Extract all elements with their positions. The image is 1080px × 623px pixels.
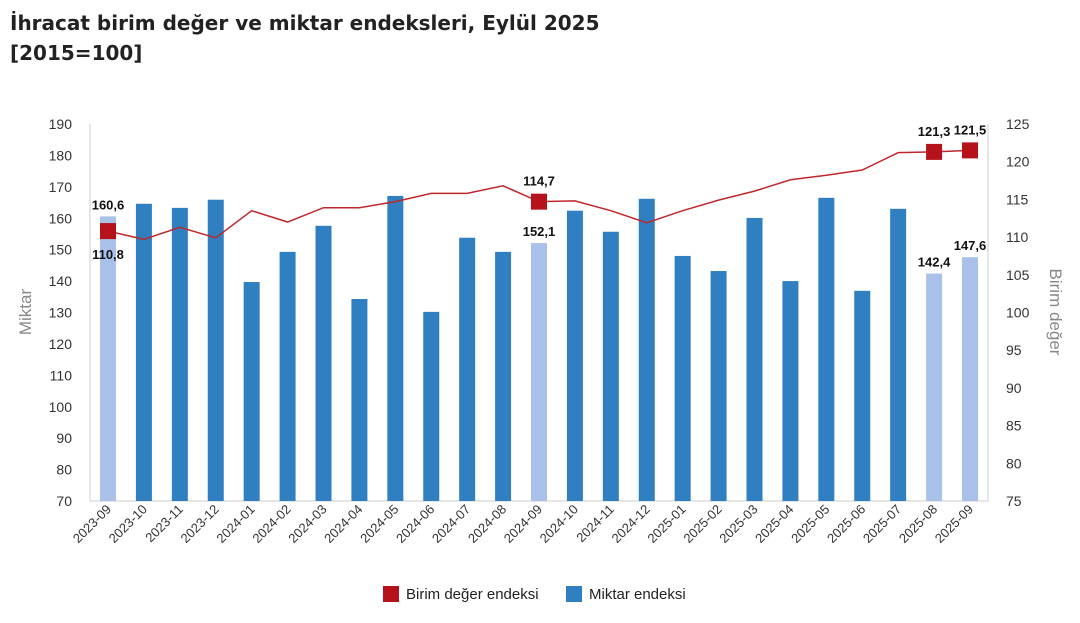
bar-2024-05: [387, 195, 404, 502]
bar-2024-02: [279, 251, 296, 501]
marker-2025-08: [926, 143, 943, 160]
x-tick-label: 2024-09: [501, 502, 545, 546]
y2-tick-label: 105: [1006, 267, 1030, 283]
x-tick-label: 2025-05: [788, 502, 832, 546]
x-tick-label: 2025-09: [932, 502, 976, 546]
bar-2024-01: [243, 282, 260, 501]
legend-label-birim: Birim değer endeksi: [406, 586, 539, 603]
bar-2024-12: [638, 198, 655, 501]
x-tick-label: 2025-08: [896, 502, 940, 546]
legend-label-miktar: Miktar endeksi: [589, 586, 686, 603]
x-tick-label: 2024-03: [285, 502, 329, 546]
x-tick-label: 2024-12: [609, 502, 653, 546]
y-tick-label: 180: [49, 147, 73, 163]
line-data-label: 110,8: [92, 247, 124, 262]
bar-2024-08: [495, 251, 512, 501]
bar-2025-07: [890, 208, 907, 501]
y-tick-label: 90: [56, 430, 72, 446]
x-tick-label: 2024-04: [321, 502, 365, 546]
bar-2024-07: [459, 237, 476, 501]
x-tick-label: 2025-04: [752, 502, 796, 546]
y2-tick-label: 115: [1006, 191, 1029, 207]
y-tick-label: 110: [50, 367, 73, 383]
bar-2023-12: [207, 199, 224, 501]
x-tick-label: 2024-02: [249, 502, 293, 546]
y-tick-label: 70: [56, 493, 72, 509]
x-tick-label: 2024-10: [537, 502, 581, 546]
y-tick-label: 80: [56, 462, 72, 478]
bar-2023-09: [100, 216, 116, 502]
bar-2025-04: [782, 281, 799, 501]
x-tick-label: 2024-08: [465, 502, 509, 546]
chart-title: İhracat birim değer ve miktar endeksleri…: [10, 8, 600, 68]
y2-tick-label: 95: [1006, 342, 1022, 358]
bar-data-label: 147,6: [954, 238, 987, 253]
y-tick-label: 100: [49, 399, 73, 415]
y-tick-label: 170: [49, 179, 73, 195]
x-tick-label: 2025-03: [716, 502, 760, 546]
x-tick-label: 2024-07: [429, 502, 473, 546]
bar-2023-11: [171, 207, 188, 501]
bar-data-label: 160,6: [92, 197, 125, 212]
bar-2024-11: [602, 231, 619, 502]
x-tick-label: 2023-10: [106, 502, 150, 546]
marker-2025-09: [962, 142, 978, 159]
x-tick-label: 2024-11: [573, 502, 617, 546]
x-tick-label: 2024-05: [357, 502, 401, 546]
bar-2025-05: [818, 197, 835, 501]
bar-2025-02: [710, 271, 727, 501]
y-tick-label: 160: [49, 210, 73, 226]
bar-2024-04: [351, 298, 368, 501]
y2-tick-label: 110: [1006, 229, 1029, 245]
y2-tick-label: 85: [1006, 418, 1022, 434]
x-tick-label: 2024-01: [213, 502, 257, 546]
y2-tick-label: 90: [1006, 380, 1022, 396]
x-tick-label: 2025-07: [860, 502, 904, 546]
x-tick-label: 2023-09: [70, 502, 114, 546]
bar-2025-08: [926, 273, 943, 501]
bar-2024-06: [423, 311, 440, 501]
bar-2025-06: [854, 290, 871, 501]
y-axis-label: Miktar: [16, 289, 35, 336]
y2-tick-label: 80: [1006, 455, 1022, 471]
bar-data-label: 142,4: [918, 255, 951, 270]
bar-2024-03: [315, 225, 332, 502]
x-tick-label: 2024-06: [393, 502, 437, 546]
title-text: İhracat birim değer ve miktar endeksleri…: [10, 11, 600, 35]
y2-tick-label: 75: [1006, 493, 1022, 509]
legend-swatch-miktar: [566, 586, 582, 602]
line-data-label: 121,3: [918, 124, 951, 139]
bar-2025-01: [674, 255, 691, 501]
bar-data-label: 152,1: [523, 224, 556, 239]
y-tick-label: 190: [49, 116, 73, 132]
x-tick-label: 2023-11: [142, 502, 186, 546]
bar-2024-09: [531, 243, 547, 502]
bar-2025-03: [746, 217, 763, 501]
marker-2023-09: [100, 223, 116, 240]
y-tick-label: 150: [49, 242, 73, 258]
y-tick-label: 120: [49, 336, 73, 352]
legend-swatch-birim: [383, 586, 399, 602]
y2-tick-label: 100: [1006, 305, 1030, 321]
x-tick-label: 2025-01: [644, 502, 688, 546]
y-tick-label: 130: [49, 305, 73, 321]
y-tick-label: 140: [49, 273, 73, 289]
y2-tick-label: 120: [1006, 154, 1030, 170]
x-tick-label: 2023-12: [178, 502, 222, 546]
subtitle-text: [2015=100]: [10, 41, 143, 65]
line-data-label: 114,7: [523, 174, 555, 189]
y2-tick-label: 125: [1006, 116, 1030, 132]
y2-axis-label: Birim değer: [1046, 269, 1065, 356]
bar-2024-10: [566, 210, 583, 501]
marker-2024-09: [531, 193, 547, 210]
line-data-label: 121,5: [954, 122, 987, 137]
bar-2025-09: [962, 257, 978, 501]
bar-2023-10: [135, 203, 152, 501]
x-tick-label: 2025-02: [680, 502, 724, 546]
x-tick-label: 2025-06: [824, 502, 868, 546]
